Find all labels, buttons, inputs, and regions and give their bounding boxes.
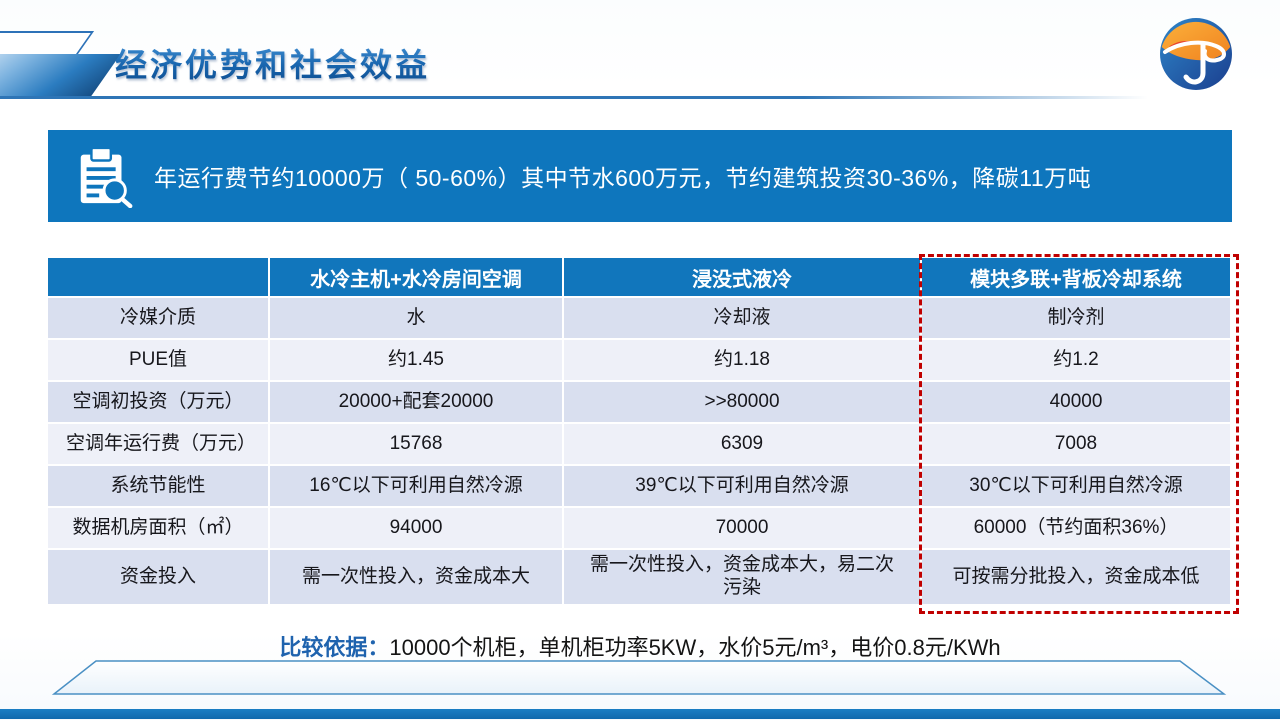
bottom-bar bbox=[0, 709, 1280, 719]
table-cell: 94000 bbox=[270, 508, 562, 548]
row-label: 数据机房面积（㎡） bbox=[48, 508, 268, 548]
company-logo-icon bbox=[1158, 16, 1234, 92]
row-label: 空调初投资（万元） bbox=[48, 382, 268, 422]
row-label: 系统节能性 bbox=[48, 466, 268, 506]
summary-banner: 年运行费节约10000万（ 50-60%）其中节水600万元，节约建筑投资30-… bbox=[48, 130, 1232, 222]
clipboard-search-icon bbox=[80, 146, 133, 208]
table-cell: 6309 bbox=[564, 424, 920, 464]
table-cell: 需一次性投入，资金成本大，易二次污染 bbox=[564, 550, 920, 604]
row-label: 冷媒介质 bbox=[48, 298, 268, 338]
page-title: 经济优势和社会效益 bbox=[115, 40, 430, 86]
table-cell: 30℃以下可利用自然冷源 bbox=[922, 466, 1230, 506]
comparison-table-wrap: 水冷主机+水冷房间空调 浸没式液冷 模块多联+背板冷却系统冷媒介质水冷却液 制冷剂 PU… bbox=[48, 254, 1239, 614]
comparison-table: 水冷主机+水冷房间空调 浸没式液冷 模块多联+背板冷却系统冷媒介质水冷却液 制冷剂 PU… bbox=[48, 258, 1230, 604]
table-cell: >>80000 bbox=[564, 382, 920, 422]
footnote-text: 10000个机柜，单机柜功率5KW，水价5元/m³，电价0.8元/KWh bbox=[389, 635, 1001, 660]
table-cell: 需一次性投入，资金成本大 bbox=[270, 550, 562, 604]
table-cell: 16℃以下可利用自然冷源 bbox=[270, 466, 562, 506]
row-label: 空调年运行费（万元） bbox=[48, 424, 268, 464]
table-cell: 20000+配套20000 bbox=[270, 382, 562, 422]
row-label: PUE值 bbox=[48, 340, 268, 380]
header-decoration-front bbox=[0, 54, 121, 96]
logo-graphic bbox=[1160, 18, 1232, 90]
table-cell: 39℃以下可利用自然冷源 bbox=[564, 466, 920, 506]
summary-text: 年运行费节约10000万（ 50-60%）其中节水600万元，节约建筑投资30-… bbox=[154, 165, 1092, 191]
table-cell: 可按需分批投入，资金成本低 bbox=[922, 550, 1230, 604]
table-cell: 7008 bbox=[922, 424, 1230, 464]
footnote: 比较依据：10000个机柜，单机柜功率5KW，水价5元/m³，电价0.8元/KW… bbox=[0, 630, 1280, 662]
table-cell: 水 bbox=[270, 298, 562, 338]
column-header: 浸没式液冷 bbox=[564, 258, 920, 296]
footnote-label: 比较依据： bbox=[279, 635, 390, 660]
table-cell: 40000 bbox=[922, 382, 1230, 422]
column-header bbox=[48, 258, 268, 296]
table-cell: 约1.2 bbox=[922, 340, 1230, 380]
row-label: 资金投入 bbox=[48, 550, 268, 604]
column-header: 模块多联+背板冷却系统 bbox=[922, 258, 1230, 296]
footer-ribbon bbox=[51, 660, 1227, 695]
table-cell: 冷却液 bbox=[564, 298, 920, 338]
table-cell: 70000 bbox=[564, 508, 920, 548]
table-cell: 约1.45 bbox=[270, 340, 562, 380]
title-underline bbox=[0, 96, 1148, 99]
table-cell: 60000（节约面积36%） bbox=[922, 508, 1230, 548]
column-header: 水冷主机+水冷房间空调 bbox=[270, 258, 562, 296]
table-cell: 约1.18 bbox=[564, 340, 920, 380]
table-cell: 制冷剂 bbox=[922, 298, 1230, 338]
table-cell: 15768 bbox=[270, 424, 562, 464]
